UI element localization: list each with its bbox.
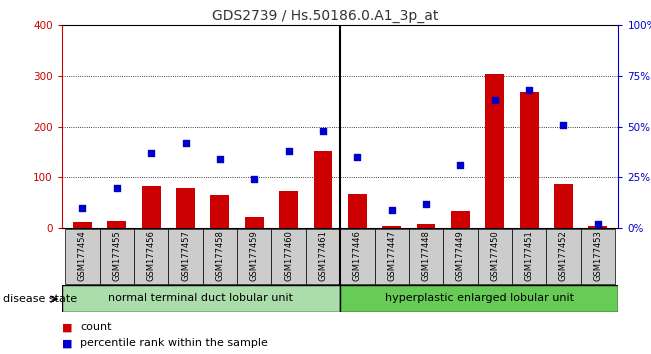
Text: GSM177451: GSM177451 (525, 230, 534, 281)
Point (352, 154, 363, 160)
Point (592, 222, 603, 227)
Text: normal terminal duct lobular unit: normal terminal duct lobular unit (109, 293, 294, 303)
Bar (340, 285, 618, 312)
Bar (340, 229, 374, 284)
Bar (485, 74, 505, 228)
Text: ■: ■ (62, 322, 72, 332)
Text: percentile rank within the sample: percentile rank within the sample (80, 338, 268, 348)
Bar (348, 194, 367, 228)
Bar (202, 229, 237, 284)
Bar (451, 211, 470, 228)
Bar (100, 229, 134, 284)
Text: disease state: disease state (3, 294, 77, 304)
Text: GSM177456: GSM177456 (146, 230, 156, 281)
Text: GSM177447: GSM177447 (387, 230, 396, 281)
Point (559, 122, 569, 127)
Bar (314, 151, 333, 228)
Text: GSM177459: GSM177459 (250, 230, 258, 281)
Point (455, 162, 465, 168)
Bar (589, 226, 607, 228)
Text: ■: ■ (62, 338, 72, 348)
Bar (210, 195, 229, 228)
Text: GSM177457: GSM177457 (181, 230, 190, 281)
Bar (409, 229, 443, 284)
Bar (237, 229, 271, 284)
Text: GSM177449: GSM177449 (456, 230, 465, 281)
Point (283, 148, 294, 154)
Bar (142, 186, 161, 228)
Bar (382, 226, 401, 228)
Point (387, 207, 397, 213)
Bar (478, 229, 512, 284)
Bar (279, 191, 298, 228)
Point (111, 185, 122, 190)
Point (421, 201, 431, 207)
Point (215, 156, 225, 162)
Bar (271, 229, 306, 284)
Bar (65, 229, 100, 284)
Text: count: count (80, 322, 111, 332)
Text: GSM177454: GSM177454 (78, 230, 87, 281)
Bar (134, 229, 169, 284)
Text: GSM177452: GSM177452 (559, 230, 568, 281)
Point (77, 205, 88, 211)
Text: GSM177455: GSM177455 (113, 230, 121, 281)
Bar (512, 229, 546, 284)
Bar (554, 183, 573, 228)
Bar (245, 217, 264, 228)
Bar (107, 221, 126, 228)
Point (180, 140, 191, 146)
Text: GSM177458: GSM177458 (215, 230, 225, 281)
Text: GSM177450: GSM177450 (490, 230, 499, 281)
Bar (546, 229, 581, 284)
Point (249, 177, 260, 182)
Bar (417, 224, 436, 228)
Point (318, 128, 328, 133)
Text: GSM177448: GSM177448 (422, 230, 430, 281)
Text: GSM177460: GSM177460 (284, 230, 293, 281)
Text: GSM177453: GSM177453 (593, 230, 602, 281)
Bar (169, 229, 202, 284)
Point (146, 150, 156, 156)
Bar (73, 222, 92, 228)
Bar (62, 285, 340, 312)
Bar (176, 188, 195, 228)
Text: GDS2739 / Hs.50186.0.A1_3p_at: GDS2739 / Hs.50186.0.A1_3p_at (212, 9, 439, 23)
Text: GSM177446: GSM177446 (353, 230, 362, 281)
Bar (519, 92, 538, 228)
Bar (581, 229, 615, 284)
Text: hyperplastic enlarged lobular unit: hyperplastic enlarged lobular unit (385, 293, 574, 303)
Bar (306, 229, 340, 284)
Point (524, 87, 534, 93)
Point (490, 97, 500, 103)
Text: GSM177461: GSM177461 (318, 230, 327, 281)
Bar (443, 229, 478, 284)
Bar (374, 229, 409, 284)
